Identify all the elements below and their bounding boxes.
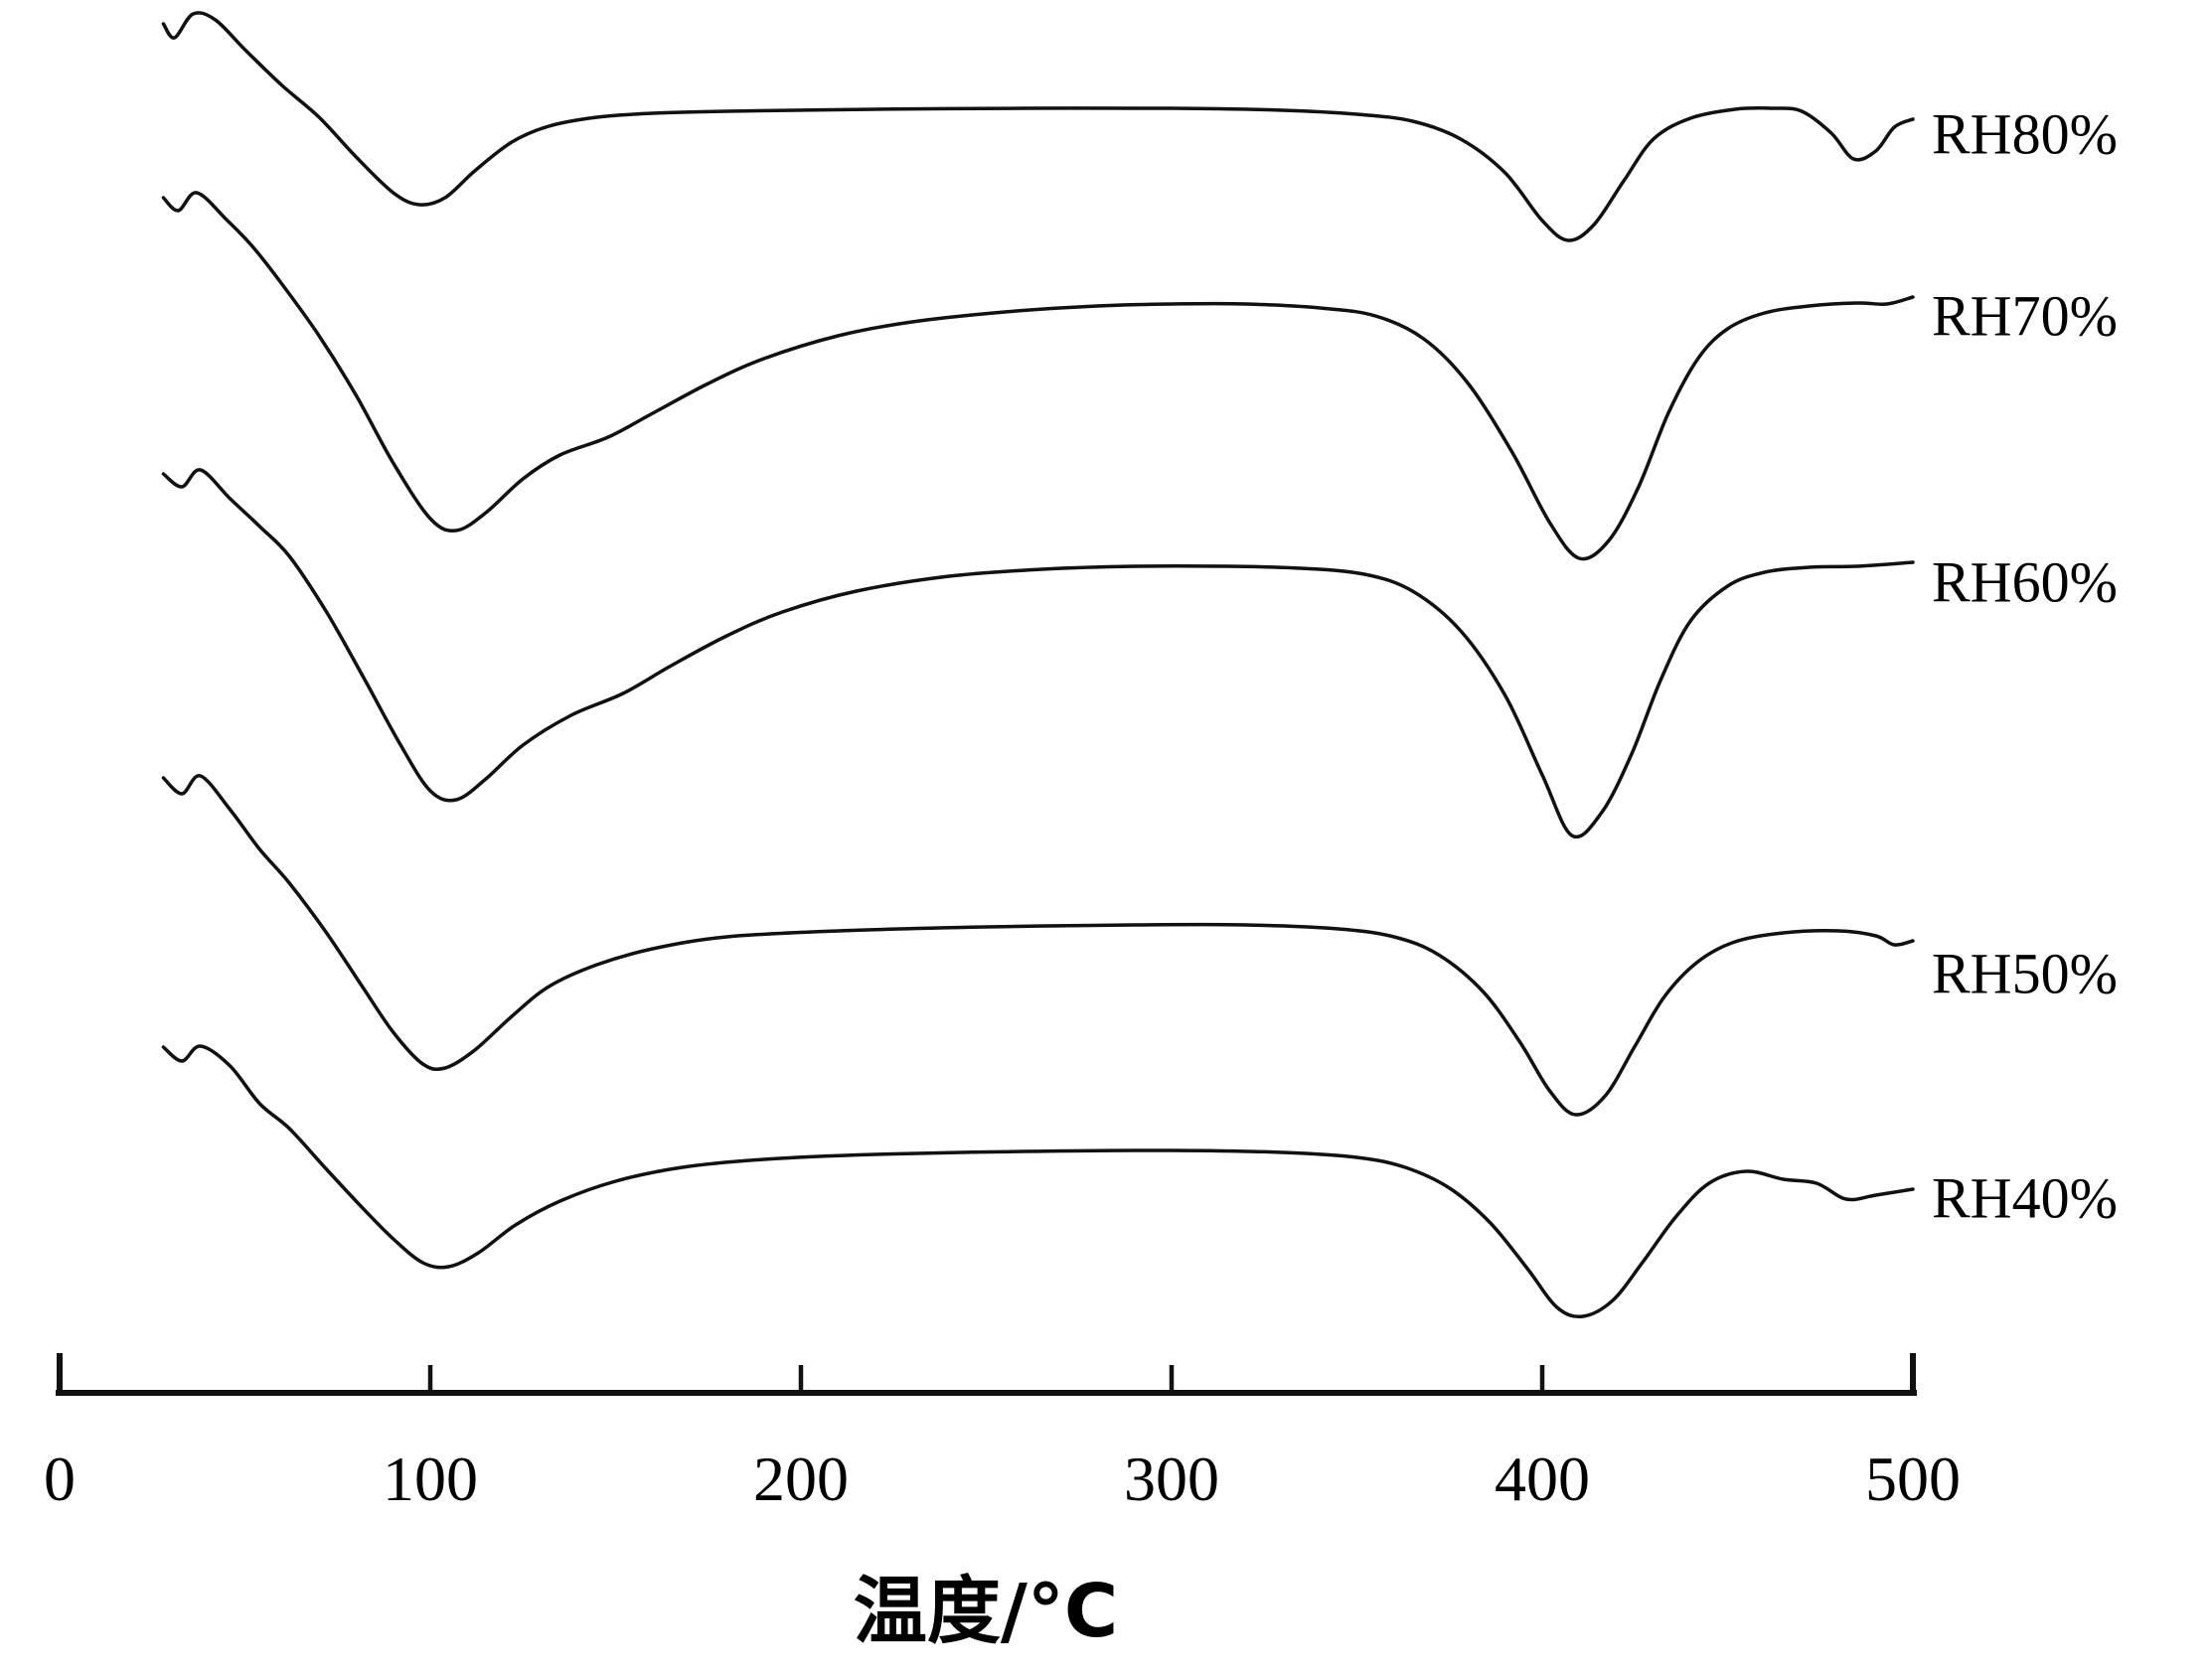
x-tick-label-400: 400 [1495, 1444, 1590, 1514]
x-tick-label-0: 0 [44, 1444, 76, 1514]
curve-label-rh80: RH80% [1932, 101, 2118, 167]
x-tick-label-500: 500 [1865, 1444, 1961, 1514]
curve-label-rh40: RH40% [1932, 1165, 2118, 1231]
x-axis-title: 温度/°C [853, 1569, 1119, 1654]
curve-label-rh50: RH50% [1932, 941, 2118, 1006]
x-tick-label-100: 100 [383, 1444, 478, 1514]
x-tick-label-300: 300 [1124, 1444, 1219, 1514]
curve-label-rh70: RH70% [1932, 283, 2118, 349]
x-tick-label-200: 200 [753, 1444, 849, 1514]
curve-label-rh60: RH60% [1932, 549, 2118, 615]
